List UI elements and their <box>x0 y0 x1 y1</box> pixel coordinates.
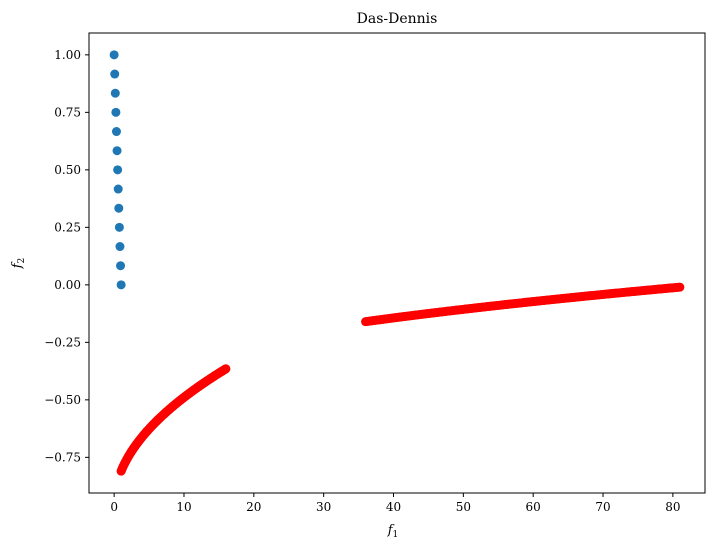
x-axis-label-base: f <box>387 523 395 538</box>
data-point-red <box>675 282 685 292</box>
chart-title: Das-Dennis <box>357 11 438 27</box>
x-tick-label: 70 <box>595 500 610 514</box>
data-point-blue <box>109 50 119 60</box>
x-axis-label-sub: 1 <box>393 530 399 540</box>
y-tick-label: 1.00 <box>54 48 81 62</box>
data-point-blue <box>110 69 120 79</box>
data-point-blue <box>116 280 126 290</box>
y-tick-label: −0.75 <box>44 450 81 464</box>
x-tick-label: 50 <box>456 500 471 514</box>
x-tick-label: 30 <box>316 500 331 514</box>
x-tick-label: 20 <box>246 500 261 514</box>
x-tick-label: 10 <box>176 500 191 514</box>
y-tick-label: 0.75 <box>54 105 81 119</box>
data-point-blue <box>116 261 126 271</box>
x-tick-label: 0 <box>110 500 118 514</box>
y-axis-label: f2 <box>10 258 27 270</box>
x-tick-label: 80 <box>665 500 680 514</box>
y-tick-label: −0.25 <box>44 335 81 349</box>
data-point-blue <box>113 184 123 194</box>
points-layer <box>109 50 685 476</box>
x-tick-label: 60 <box>526 500 541 514</box>
data-point-blue <box>111 107 121 117</box>
y-axis-ticks: −0.75 −0.50 −0.25 0.00 0.25 0.50 0.75 1.00 <box>44 48 89 464</box>
plot-frame <box>88 32 706 494</box>
y-tick-label: −0.50 <box>44 393 81 407</box>
x-tick-label: 40 <box>386 500 401 514</box>
y-tick-label: 0.25 <box>54 220 81 234</box>
data-point-blue <box>110 88 120 98</box>
x-axis-label: f1 <box>387 523 399 540</box>
data-point-blue <box>114 222 124 232</box>
y-tick-label: 0.00 <box>54 278 81 292</box>
data-point-red <box>221 364 231 374</box>
y-axis-label-base: f <box>10 261 25 269</box>
data-point-blue <box>112 146 122 156</box>
data-point-blue <box>114 203 124 213</box>
data-point-blue <box>111 127 121 137</box>
y-tick-label: 0.50 <box>54 163 81 177</box>
y-axis-label-sub: 2 <box>17 258 27 264</box>
data-point-blue <box>115 242 125 252</box>
x-axis-ticks: 0 10 20 30 40 50 60 70 80 <box>110 493 681 514</box>
data-point-blue <box>113 165 123 175</box>
